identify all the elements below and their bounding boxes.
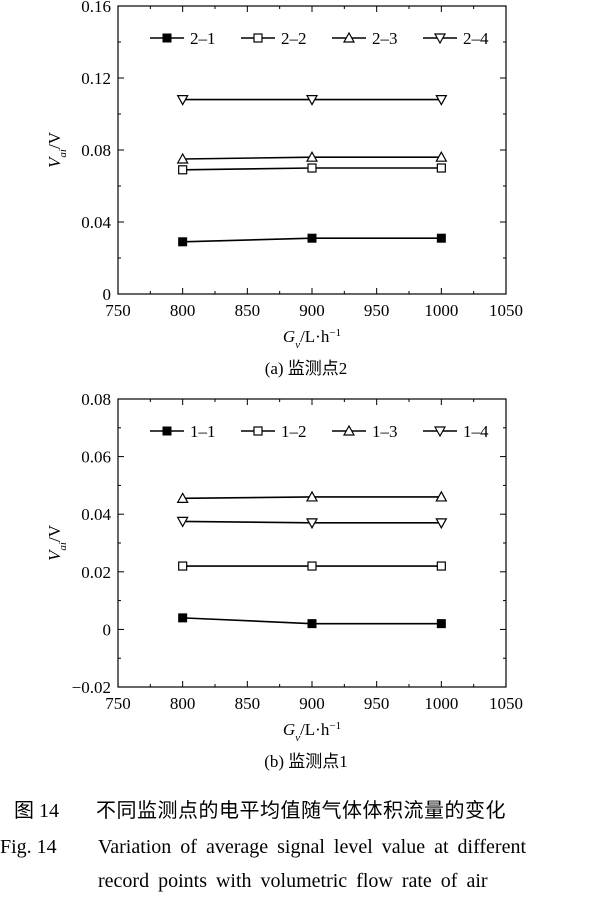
series-2 <box>178 163 446 175</box>
data-point <box>305 150 319 162</box>
data-point <box>436 561 446 571</box>
chart-svg: 750 800 850 900 950 1000 1050 0 0.04 0.08 0.12 0.16… <box>45 0 523 378</box>
series-3 <box>176 490 448 503</box>
legend-marker <box>433 33 447 45</box>
x-axis-label: Gv/L·h−1 <box>283 327 341 351</box>
x-tick-label: 850 <box>235 694 261 713</box>
data-point <box>176 492 189 503</box>
x-tick-label: 1050 <box>489 694 523 713</box>
data-point <box>436 619 446 629</box>
legend-marker <box>342 424 356 436</box>
x-tick-label: 800 <box>170 301 196 320</box>
data-point <box>436 233 446 243</box>
data-point <box>435 150 448 162</box>
legend: 2–1 2–2 2–3 2–4 <box>150 29 489 48</box>
subplot-caption: (b) 监测点1 <box>264 752 348 771</box>
x-tick-label: 1050 <box>489 301 523 320</box>
data-point <box>305 94 319 106</box>
data-point <box>436 163 446 173</box>
legend-marker <box>253 426 263 436</box>
chart-monitor-point-1: 750 800 850 900 950 1000 1050 −0.02 0 0.02 0.04 0.0… <box>0 393 600 778</box>
y-axis-label: Vai/V <box>45 131 69 168</box>
y-tick-label: 0.08 <box>81 393 111 409</box>
legend: 1–1 1–2 1–3 1–4 <box>150 422 489 441</box>
series-1 <box>178 613 446 629</box>
legend-marker <box>162 426 172 436</box>
y-axis-label: Vai/V <box>45 524 69 561</box>
data-point <box>307 163 317 173</box>
x-axis-label: Gv/L·h−1 <box>283 720 341 744</box>
data-point <box>307 561 317 571</box>
data-point <box>178 561 188 571</box>
data-point <box>307 619 317 629</box>
legend-label: 1–4 <box>463 422 489 441</box>
data-point <box>176 94 189 106</box>
legend-label: 1–3 <box>372 422 398 441</box>
y-tick-label: −0.02 <box>72 678 111 697</box>
legend-label: 2–1 <box>190 29 216 48</box>
series-2 <box>178 561 446 571</box>
data-point <box>178 613 188 623</box>
x-tick-label: 850 <box>235 301 261 320</box>
x-tick-label: 950 <box>364 301 390 320</box>
legend-label: 1–1 <box>190 422 216 441</box>
y-tick-label: 0.04 <box>81 213 111 232</box>
plot-frame <box>117 5 507 295</box>
x-tick-label: 750 <box>105 301 131 320</box>
figure-title-zh: 不同监测点的电平均值随气体体积流量的变化 <box>96 800 506 822</box>
figure-number-zh: 图 14 <box>14 800 59 822</box>
data-point <box>307 233 317 243</box>
legend-marker <box>433 426 447 438</box>
legend-marker <box>342 31 356 43</box>
series-1 <box>178 233 446 247</box>
x-tick-label: 1000 <box>424 694 458 713</box>
y-tick-label: 0 <box>103 285 112 304</box>
x-tick-label: 800 <box>170 694 196 713</box>
data-point <box>176 516 189 528</box>
x-tick-label: 900 <box>299 694 325 713</box>
figure-title-en-line1: Variation of average signal level value … <box>98 836 527 858</box>
legend-label: 2–3 <box>372 29 398 48</box>
y-tick-label: 0.06 <box>81 448 111 467</box>
legend-label: 1–2 <box>281 422 307 441</box>
data-point <box>435 518 448 530</box>
y-tick-label: 0.08 <box>81 141 111 160</box>
plot-frame <box>117 398 507 688</box>
chart-svg: 750 800 850 900 950 1000 1050 −0.02 0 0.02 0.04 0.0… <box>45 393 523 771</box>
legend-label: 2–2 <box>281 29 307 48</box>
subplot-caption: (a) 监测点2 <box>265 359 348 378</box>
data-point <box>305 518 319 530</box>
figure-number-en: Fig. 14 <box>0 836 57 858</box>
y-tick-label: 0.04 <box>81 505 111 524</box>
series-3 <box>176 150 448 164</box>
data-point <box>178 165 188 175</box>
legend-label: 2–4 <box>463 29 489 48</box>
data-point <box>178 237 188 247</box>
legend-marker <box>253 33 263 43</box>
x-tick-label: 900 <box>299 301 325 320</box>
data-point <box>176 152 189 164</box>
y-tick-label: 0.16 <box>81 0 111 16</box>
data-point <box>305 490 319 502</box>
data-point <box>435 94 448 106</box>
x-tick-label: 1000 <box>424 301 458 320</box>
chart-monitor-point-2: 750 800 850 900 950 1000 1050 0 0.04 0.08 0.12 0.16… <box>0 0 600 385</box>
x-tick-label: 750 <box>105 694 131 713</box>
y-tick-label: 0.12 <box>81 69 111 88</box>
figure-title-en-line2: record points with volumetric flow rate … <box>98 870 488 892</box>
data-point <box>435 490 448 502</box>
legend-marker <box>162 33 172 43</box>
y-tick-label: 0.02 <box>81 563 111 582</box>
y-tick-label: 0 <box>103 620 112 639</box>
series-4 <box>176 516 448 530</box>
x-tick-label: 950 <box>364 694 390 713</box>
series-4 <box>176 94 448 106</box>
